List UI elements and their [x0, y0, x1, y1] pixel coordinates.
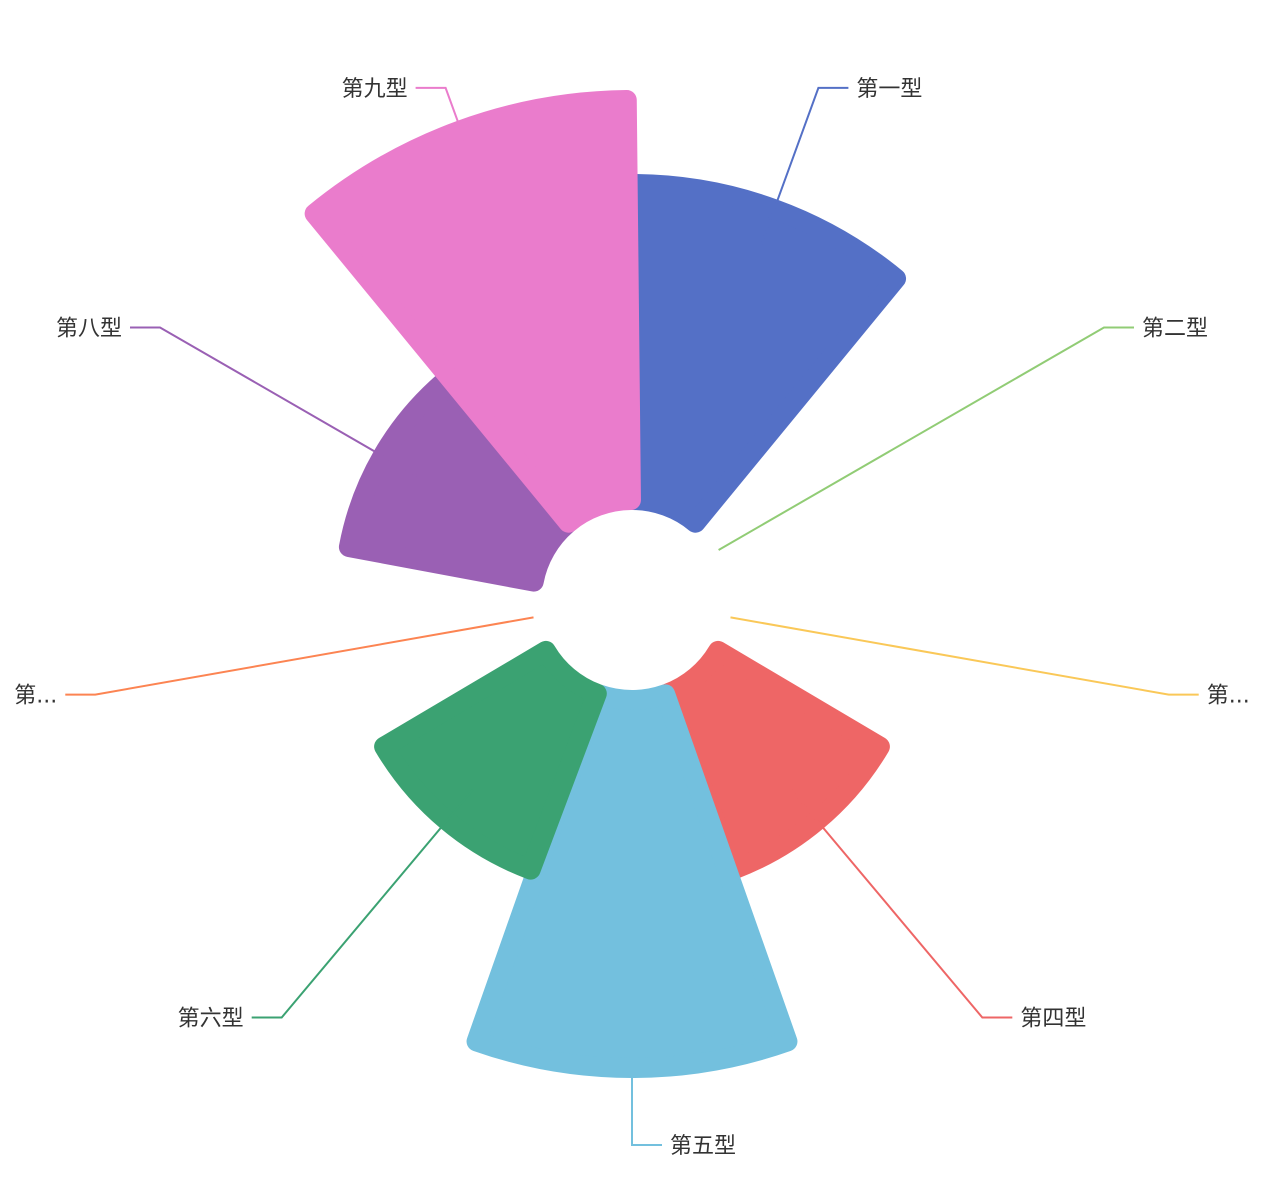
leader-lines	[65, 86, 1199, 1146]
leader-line-3	[730, 616, 1199, 696]
segment-label-4: 第四型	[1020, 1006, 1086, 1031]
segment-label-6: 第六型	[178, 1006, 244, 1031]
leader-line-4	[790, 789, 1013, 1019]
segment-label-9: 第九型	[342, 77, 408, 102]
segment-label-3: 第...	[1207, 684, 1250, 709]
leader-line-8	[130, 326, 418, 477]
segment-label-2: 第二型	[1142, 317, 1208, 342]
rose-segment-6[interactable]	[374, 640, 607, 880]
leader-line-1	[759, 86, 849, 248]
rose-segment-4[interactable]	[657, 640, 890, 880]
rose-segment-1[interactable]	[623, 174, 907, 533]
rose-segment-9[interactable]	[304, 90, 641, 533]
rose-segments	[304, 90, 907, 1078]
rose-segment-8[interactable]	[338, 371, 577, 592]
segment-label-8: 第八型	[56, 317, 122, 342]
leader-line-2	[718, 326, 1134, 551]
segment-label-1: 第一型	[856, 77, 922, 102]
leader-line-5	[631, 1028, 662, 1146]
leader-line-9	[415, 86, 476, 169]
segment-label-5: 第五型	[670, 1134, 736, 1159]
leader-line-7	[65, 616, 534, 696]
leader-line-6	[251, 789, 474, 1019]
segment-label-7: 第...	[14, 684, 57, 709]
rose-segment-5[interactable]	[466, 684, 798, 1078]
